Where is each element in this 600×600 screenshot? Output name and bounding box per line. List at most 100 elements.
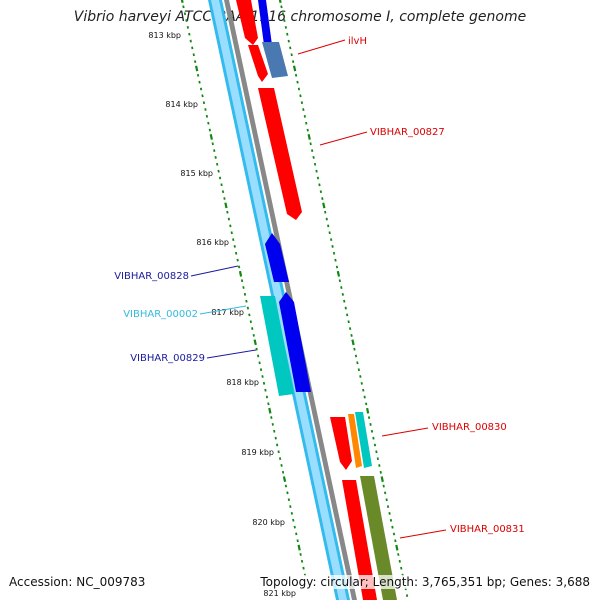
track-dot-left	[201, 94, 204, 98]
track-dot-left	[251, 327, 254, 330]
track-dot-left	[253, 339, 257, 346]
track-dot-left	[202, 101, 206, 105]
track-dot-left	[211, 142, 214, 146]
track-dot-left	[281, 470, 285, 474]
track-dot-left	[248, 313, 251, 317]
gene-feature-vibhar-00828[interactable]	[265, 233, 289, 282]
track-dot-left	[257, 354, 260, 358]
track-dot-left	[268, 407, 272, 414]
gene-label-vibhar-00831[interactable]: VIBHAR_00831	[450, 524, 525, 535]
track-dot-right	[336, 270, 341, 277]
gene-feature-ilvh[interactable]	[236, 0, 258, 45]
gene-label-vibhar-00002[interactable]: VIBHAR_00002	[123, 309, 198, 320]
track-dot-left	[265, 395, 269, 399]
track-dot-right	[284, 26, 287, 29]
gene-feature-vibhar-00827[interactable]	[258, 88, 302, 220]
gene-label-vibhar-00830[interactable]: VIBHAR_00830	[432, 422, 507, 433]
tick-label: 814 kbp	[165, 100, 198, 109]
track-dot-right	[334, 258, 337, 262]
gene-label-vibhar-00829[interactable]: VIBHAR_00829	[130, 353, 205, 364]
track-dot-right	[324, 210, 327, 214]
track-dot-left	[236, 258, 239, 262]
gene-feature-vibhar-00831-red[interactable]	[342, 480, 377, 600]
tick-label: 820 kbp	[252, 518, 285, 527]
track-dot-left	[238, 270, 243, 277]
track-dot-right	[313, 162, 317, 166]
track-dot-left	[232, 238, 235, 241]
track-dot-right	[318, 183, 321, 187]
track-dot-left	[274, 436, 277, 440]
track-dot-left	[205, 114, 209, 118]
track-dot-left	[213, 149, 216, 152]
track-dot-right	[366, 407, 370, 414]
track-dot-left	[214, 156, 217, 159]
track-dot-right	[338, 279, 341, 283]
gene-feature-vibhar-00829[interactable]	[279, 292, 311, 392]
track-dot-right	[315, 169, 318, 173]
track-dot-left	[230, 231, 233, 235]
track-dot-right	[341, 292, 344, 296]
gene-feature-vibhar-00831-olive[interactable]	[360, 476, 397, 600]
gene-feature-cyan-small[interactable]	[355, 412, 372, 468]
track-dot-right	[351, 339, 355, 346]
gene-feature-orange[interactable]	[348, 414, 362, 468]
track-dot-right	[348, 327, 352, 331]
track-dot-left	[249, 320, 252, 324]
track-dot-right	[405, 594, 409, 597]
tick-label: 813 kbp	[148, 31, 181, 40]
track-dot-left	[264, 388, 267, 392]
gene-feature-vibhar-00830[interactable]	[330, 417, 352, 470]
track-dot-right	[373, 443, 377, 447]
track-dot-left	[262, 381, 266, 385]
gene-feature-blue-top[interactable]	[258, 0, 272, 45]
track-dot-right	[376, 457, 379, 461]
track-dot-left	[280, 464, 283, 467]
track-dot-right	[296, 80, 299, 84]
track-dot-right	[397, 553, 400, 556]
gene-label-vibhar-00827[interactable]: VIBHAR_00827	[370, 127, 445, 138]
track-dot-right	[327, 224, 330, 228]
track-dot-right	[354, 354, 358, 358]
track-dot-right	[357, 368, 360, 372]
track-dot-left	[270, 416, 273, 419]
track-dot-left	[191, 46, 194, 50]
track-dot-right	[321, 197, 324, 200]
track-dot-right	[328, 231, 331, 235]
track-dot-left	[286, 491, 289, 495]
track-dot-left	[243, 292, 247, 296]
gene-feature-vibhar-00002[interactable]	[260, 296, 294, 396]
track-dot-left	[284, 484, 288, 488]
track-dot-left	[224, 202, 228, 209]
gene-label-vibhar-00828[interactable]: VIBHAR_00828	[114, 271, 189, 282]
gene-label-ilvh[interactable]: ilvH	[348, 36, 367, 47]
track-dot-left	[221, 190, 225, 194]
track-dot-left	[227, 217, 230, 221]
track-dot-left	[276, 443, 279, 447]
track-dot-right	[292, 65, 297, 72]
track-dot-right	[398, 559, 401, 563]
track-dot-right	[369, 423, 372, 426]
track-dot-left	[290, 512, 293, 515]
track-dot-right	[388, 512, 391, 515]
track-dot-right	[363, 395, 366, 399]
track-dot-right	[356, 361, 359, 365]
tick-label: 818 kbp	[226, 378, 259, 387]
track-dot-left	[186, 26, 189, 29]
track-dot-right	[360, 382, 363, 385]
track-dot-right	[278, 0, 282, 3]
track-dot-right	[372, 436, 375, 440]
track-dot-left	[287, 498, 291, 502]
track-dot-right	[365, 402, 368, 406]
gene-feature-steel[interactable]	[262, 42, 288, 78]
track-dot-right	[380, 476, 384, 483]
leader-line-vibhar-00002	[199, 305, 247, 315]
track-dot-right	[370, 429, 374, 433]
leader-line-vibhar-00830	[381, 427, 429, 437]
track-dot-right	[330, 238, 333, 241]
track-dot-left	[229, 224, 232, 228]
gene-feature-red-small[interactable]	[248, 45, 268, 82]
tick-label: 817 kbp	[211, 308, 244, 317]
track-dot-left	[296, 539, 299, 543]
track-dot-right	[306, 128, 309, 132]
track-dot-right	[319, 190, 323, 194]
